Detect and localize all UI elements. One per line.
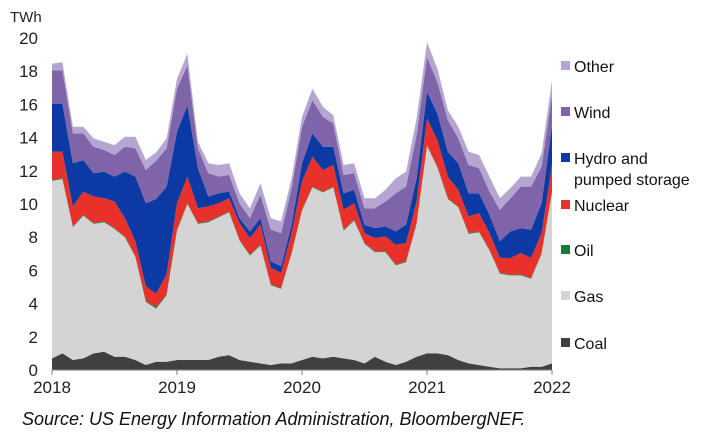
legend-swatch xyxy=(561,107,570,116)
legend-label: Gas xyxy=(574,289,603,306)
legend: Other Wind Hydro and pumped storage Nuclear… xyxy=(561,59,690,353)
legend-label: pumped storage xyxy=(574,172,690,189)
x-tick-label: 2022 xyxy=(533,378,571,397)
legend-item-nuclear: Nuclear xyxy=(561,198,630,215)
source-note: Source: US Energy Information Administra… xyxy=(22,409,526,429)
y-tick-label: 14 xyxy=(19,129,38,148)
legend-item-gas: Gas xyxy=(561,289,603,306)
area-gas xyxy=(52,145,552,369)
legend-label: Wind xyxy=(574,105,610,122)
area-wind xyxy=(52,57,552,267)
y-axis-unit-label: TWh xyxy=(10,9,42,26)
legend-item-hydro-and-pumped-storage: Hydro and pumped storage xyxy=(561,151,690,189)
y-tick-label: 2 xyxy=(29,328,38,347)
x-tick-label: 2018 xyxy=(33,378,71,397)
y-tick-label: 12 xyxy=(19,162,38,181)
x-tick-label: 2019 xyxy=(158,378,196,397)
y-tick-label: 18 xyxy=(19,62,38,81)
legend-swatch xyxy=(561,61,570,70)
legend-item-wind: Wind xyxy=(561,105,610,122)
y-tick-label: 0 xyxy=(29,361,38,380)
legend-swatch xyxy=(561,245,570,254)
x-axis-ticks: 2018 2019 2020 2021 2022 xyxy=(33,370,571,397)
y-tick-label: 4 xyxy=(29,295,38,314)
area-coal xyxy=(52,351,552,370)
x-tick-label: 2021 xyxy=(408,378,446,397)
legend-swatch xyxy=(561,338,570,347)
y-tick-label: 6 xyxy=(29,261,38,280)
legend-label: Nuclear xyxy=(574,198,630,215)
x-tick-label: 2020 xyxy=(283,378,321,397)
legend-label: Other xyxy=(574,59,615,76)
legend-label: Oil xyxy=(574,243,594,260)
legend-swatch xyxy=(561,291,570,300)
legend-swatch xyxy=(561,200,570,209)
legend-label: Hydro and xyxy=(574,151,648,168)
legend-swatch xyxy=(561,153,570,162)
y-axis-ticks: 0 2 4 6 8 10 12 14 16 18 20 xyxy=(19,29,38,380)
y-tick-label: 20 xyxy=(19,29,38,48)
y-tick-label: 16 xyxy=(19,95,38,114)
area-layer xyxy=(52,42,552,370)
y-tick-label: 8 xyxy=(29,228,38,247)
legend-item-coal: Coal xyxy=(561,336,607,353)
legend-item-other: Other xyxy=(561,59,615,76)
legend-label: Coal xyxy=(574,336,607,353)
y-tick-label: 10 xyxy=(19,195,38,214)
area-hydro-and-pumped-storage xyxy=(52,91,552,294)
legend-item-oil: Oil xyxy=(561,243,594,260)
